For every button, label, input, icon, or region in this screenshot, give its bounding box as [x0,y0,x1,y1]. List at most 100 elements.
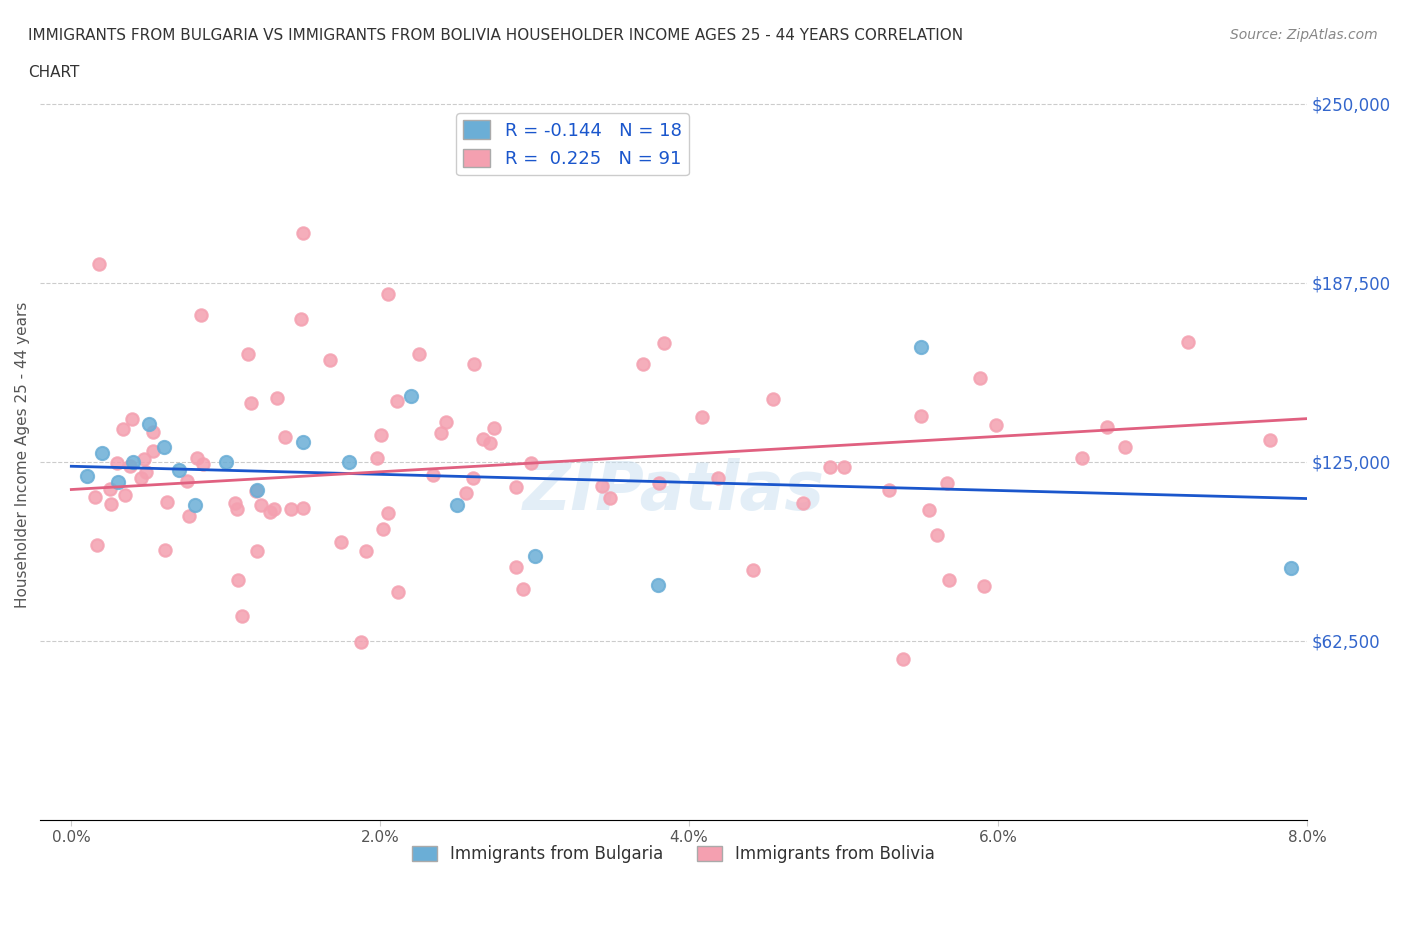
Point [274,430,297,445]
Point [377,505,399,520]
Point [224,496,246,511]
Point [87,257,110,272]
Point [707,471,730,485]
Point [1071,450,1094,465]
Point [291,500,314,515]
Point [371,522,394,537]
Point [818,459,841,474]
Text: CHART: CHART [28,65,80,80]
Point [156,495,179,510]
Point [107,474,129,489]
Point [762,392,785,406]
Point [259,505,281,520]
Point [356,544,378,559]
Point [236,347,259,362]
Point [246,483,269,498]
Point [1177,335,1199,350]
Point [153,440,176,455]
Point [191,457,214,472]
Point [291,434,314,449]
Point [250,498,273,512]
Point [330,535,353,550]
Point [505,480,527,495]
Point [118,458,141,473]
Point [969,371,991,386]
Point [591,479,613,494]
Point [215,454,238,469]
Point [179,509,201,524]
Point [184,498,207,512]
Point [350,635,373,650]
Point [891,651,914,666]
Point [186,450,208,465]
Legend: Immigrants from Bulgaria, Immigrants from Bolivia: Immigrants from Bulgaria, Immigrants fro… [405,838,942,870]
Point [121,411,143,426]
Point [973,579,995,594]
Point [422,468,444,483]
Point [429,426,451,441]
Point [1281,560,1303,575]
Point [936,475,959,490]
Point [505,560,527,575]
Point [122,454,145,469]
Point [132,451,155,466]
Y-axis label: Householder Income Ages 25 - 44 years: Householder Income Ages 25 - 44 years [15,301,30,607]
Point [190,308,212,323]
Point [520,456,543,471]
Point [599,491,621,506]
Point [318,352,340,367]
Point [263,501,285,516]
Point [631,356,654,371]
Point [471,432,494,446]
Point [245,543,267,558]
Point [385,393,408,408]
Point [337,454,360,469]
Point [652,335,675,350]
Point [484,420,506,435]
Point [647,578,669,592]
Point [434,414,457,429]
Point [129,471,152,485]
Point [100,482,122,497]
Point [114,488,136,503]
Text: ZIPatlas: ZIPatlas [523,458,825,524]
Point [1097,419,1119,434]
Text: Source: ZipAtlas.com: Source: ZipAtlas.com [1230,28,1378,42]
Point [461,471,484,485]
Point [742,563,765,578]
Point [84,490,107,505]
Point [91,445,114,460]
Text: IMMIGRANTS FROM BULGARIA VS IMMIGRANTS FROM BOLIVIA HOUSEHOLDER INCOME AGES 25 -: IMMIGRANTS FROM BULGARIA VS IMMIGRANTS F… [28,28,963,43]
Point [291,225,314,240]
Point [86,538,108,552]
Point [834,459,856,474]
Point [105,456,128,471]
Point [240,395,263,410]
Point [478,436,501,451]
Point [142,444,165,458]
Point [877,482,900,497]
Point [176,473,198,488]
Point [377,286,399,301]
Point [135,465,157,480]
Point [169,463,191,478]
Point [512,582,534,597]
Point [1114,440,1136,455]
Point [266,391,288,405]
Point [226,572,249,587]
Point [938,573,960,588]
Point [690,410,713,425]
Point [366,450,388,465]
Point [792,496,814,511]
Point [290,312,312,326]
Point [280,502,302,517]
Point [523,549,546,564]
Point [446,498,468,512]
Point [153,543,176,558]
Point [463,357,485,372]
Point [100,497,122,512]
Point [925,527,948,542]
Point [387,585,409,600]
Point [226,502,249,517]
Point [76,469,98,484]
